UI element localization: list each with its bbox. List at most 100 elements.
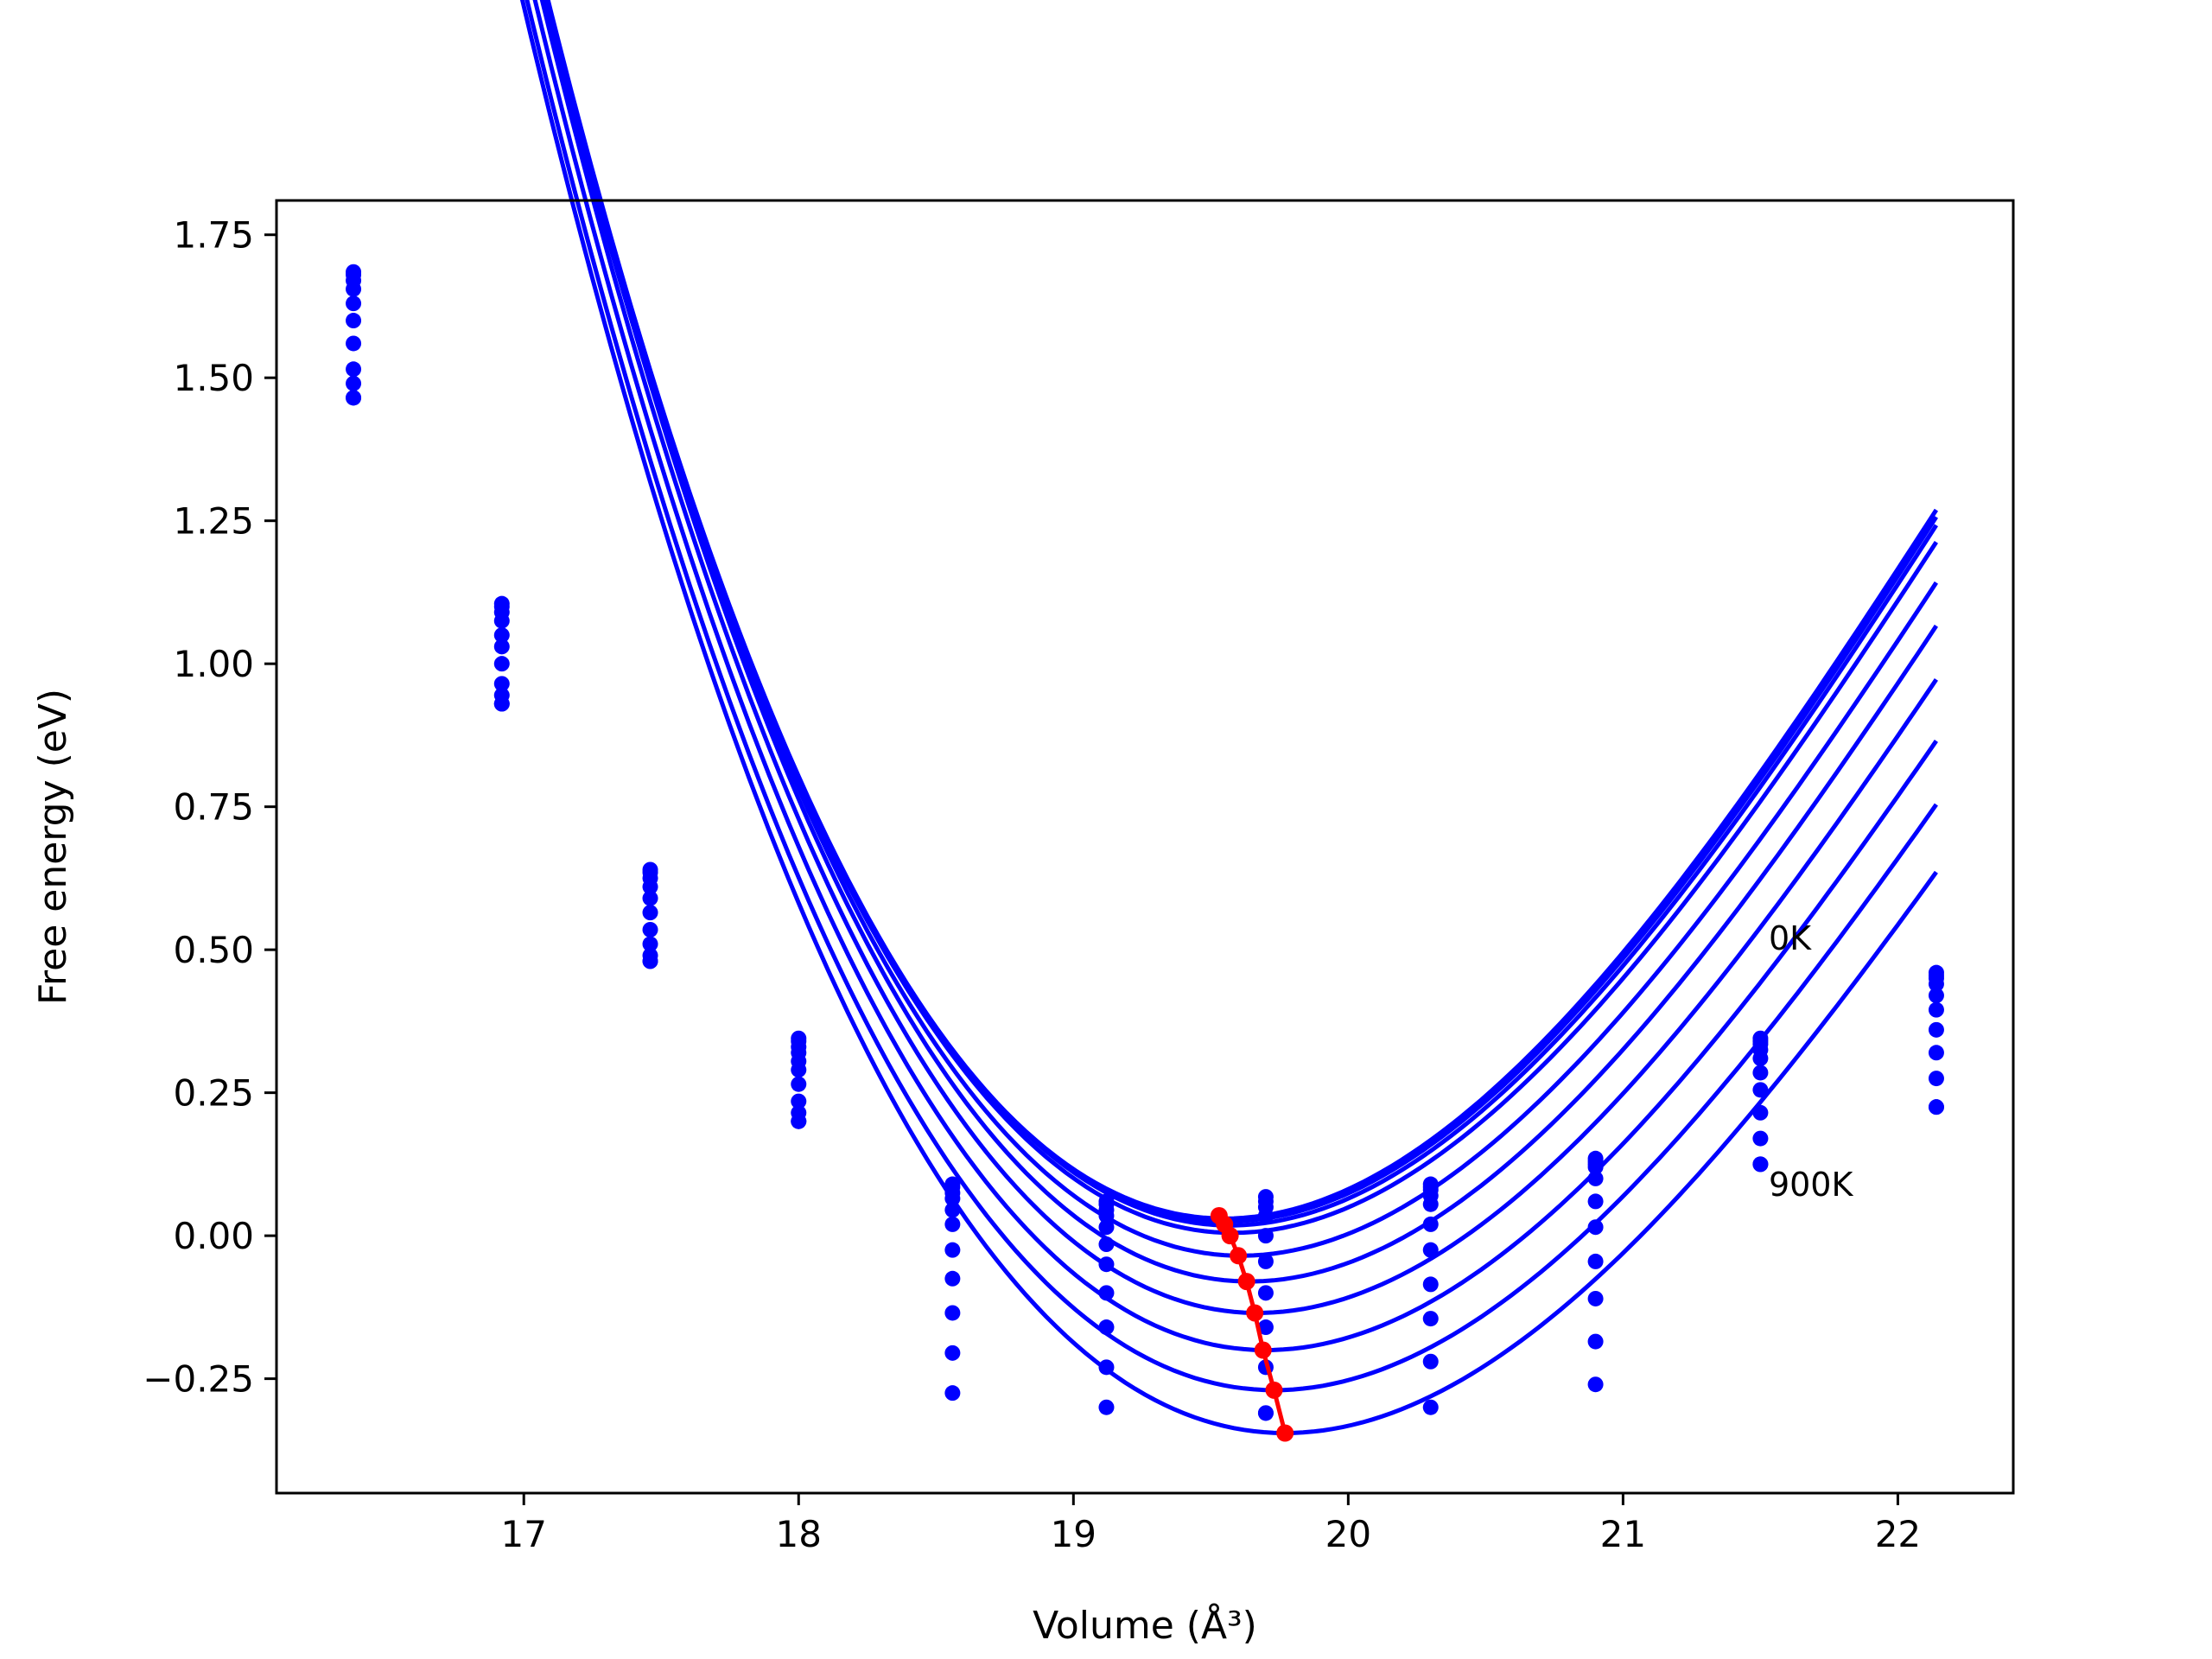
y-tick-label: 0.00 (173, 1215, 254, 1257)
data-point (1587, 1193, 1604, 1210)
y-tick-label: 0.50 (173, 929, 254, 971)
data-point (1098, 1236, 1115, 1253)
y-tick-label: 1.25 (173, 500, 254, 543)
y-tick-label: 1.50 (173, 357, 254, 399)
data-point (1098, 1207, 1115, 1224)
data-point (346, 361, 362, 378)
data-point (493, 627, 510, 644)
data-point (1587, 1253, 1604, 1269)
data-point (1422, 1353, 1439, 1370)
data-point (1422, 1216, 1439, 1232)
data-point (1098, 1319, 1115, 1336)
data-point (1098, 1285, 1115, 1301)
data-point (1257, 1285, 1274, 1301)
data-point (791, 1076, 807, 1092)
data-point (1257, 1253, 1274, 1269)
plot-area (346, 0, 1944, 1442)
data-point (1752, 1050, 1769, 1066)
data-point (1422, 1242, 1439, 1258)
data-point (642, 921, 658, 938)
fit-curve-9 (519, 0, 1938, 1436)
y-axis-ticks: −0.25 0.00 0.25 0.50 0.75 1.00 1.25 1.50 1.75 (143, 214, 276, 1401)
data-point (791, 1113, 807, 1129)
data-point (1928, 1045, 1944, 1061)
fit-curve-6 (539, 0, 1938, 1316)
data-point (1098, 1219, 1115, 1236)
data-point (642, 890, 658, 906)
y-tick-label: −0.25 (143, 1358, 254, 1401)
data-point (1928, 1099, 1944, 1116)
data-point (493, 656, 510, 672)
minimum-point (1265, 1381, 1283, 1399)
data-point (1928, 1001, 1944, 1018)
fit-curve-8 (524, 0, 1938, 1393)
x-tick-label: 21 (1600, 1513, 1646, 1555)
y-axis-label: Free energy (eV) (31, 689, 75, 1005)
x-axis-ticks: 17 18 19 20 21 22 (501, 1493, 1921, 1555)
data-point (1752, 1104, 1769, 1121)
data-point (944, 1216, 961, 1232)
data-point (944, 1270, 961, 1287)
data-point (944, 1385, 961, 1402)
data-point (346, 313, 362, 329)
data-point (944, 1191, 961, 1207)
data-point (346, 335, 362, 352)
data-point (1752, 1065, 1769, 1081)
data-point (1587, 1290, 1604, 1306)
data-point (944, 1344, 961, 1361)
annotation-0: 0K (1769, 919, 1812, 957)
x-axis-label: Volume (Å³) (1033, 1602, 1257, 1648)
minimum-point (1246, 1304, 1264, 1322)
minimum-point (1237, 1273, 1255, 1291)
data-point (493, 676, 510, 692)
minimum-point (1254, 1341, 1272, 1359)
data-point (1257, 1319, 1274, 1336)
data-point (791, 1062, 807, 1078)
data-point (1257, 1405, 1274, 1421)
data-point (642, 879, 658, 895)
data-point (791, 1093, 807, 1109)
data-point (346, 296, 362, 312)
data-point (493, 639, 510, 655)
data-point (1752, 1156, 1769, 1173)
data-point (1587, 1170, 1604, 1186)
data-point (1752, 1130, 1769, 1147)
x-tick-label: 20 (1325, 1513, 1371, 1555)
data-point (1098, 1256, 1115, 1273)
minimum-point (1276, 1424, 1294, 1442)
y-tick-label: 0.25 (173, 1072, 254, 1115)
data-point (642, 936, 658, 952)
data-point (1422, 1276, 1439, 1293)
data-point (1098, 1359, 1115, 1376)
y-tick-label: 1.75 (173, 214, 254, 257)
data-point (1422, 1311, 1439, 1327)
data-point (1928, 976, 1944, 992)
fit-curve-5 (543, 0, 1938, 1284)
data-point (346, 390, 362, 406)
data-point (1752, 1082, 1769, 1098)
data-point (1257, 1207, 1274, 1224)
data-point (346, 281, 362, 297)
data-point (1422, 1399, 1439, 1415)
data-point (1587, 1159, 1604, 1175)
y-tick-label: 0.75 (173, 786, 254, 829)
data-point (493, 613, 510, 629)
axes-frame (275, 199, 2015, 1495)
data-point (1257, 1228, 1274, 1244)
data-point (944, 1202, 961, 1218)
annotation-1: 900K (1769, 1166, 1854, 1204)
data-point (1928, 1071, 1944, 1087)
data-point (1098, 1399, 1115, 1415)
fit-curve-7 (532, 0, 1938, 1353)
data-point (346, 375, 362, 391)
data-point (1422, 1196, 1439, 1212)
x-tick-label: 17 (501, 1513, 547, 1555)
data-point (493, 696, 510, 712)
data-point (1587, 1333, 1604, 1350)
minimum-point (1230, 1247, 1248, 1265)
x-tick-label: 22 (1875, 1513, 1921, 1555)
x-tick-label: 18 (776, 1513, 822, 1555)
y-tick-label: 1.00 (173, 643, 254, 685)
